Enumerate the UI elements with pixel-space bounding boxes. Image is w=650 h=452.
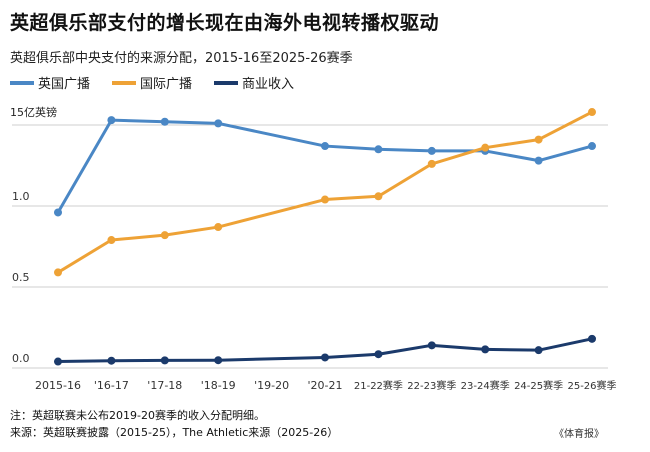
data-point-commercial xyxy=(481,345,490,354)
data-point-domestic xyxy=(107,116,116,125)
series-line-international xyxy=(537,110,594,142)
data-point-international xyxy=(588,108,596,117)
x-tick-label: 21-22赛季 xyxy=(354,379,403,392)
series-line-international xyxy=(483,138,541,150)
x-tick-label: 23-24赛季 xyxy=(461,379,510,392)
data-point-domestic xyxy=(54,208,62,217)
x-tick-label: '16-17 xyxy=(94,379,129,392)
series-line-commercial xyxy=(483,347,541,352)
data-point-domestic xyxy=(321,142,329,151)
chart-note: 注：英超联赛未公布2019-20赛季的收入分配明细。 xyxy=(10,409,265,422)
x-tick-label: 25-26赛季 xyxy=(567,379,616,392)
chart-title: 英超俱乐部支付的增长现在由海外电视转播权驱动 xyxy=(10,12,440,34)
series-line-domestic xyxy=(163,120,220,125)
data-point-international xyxy=(534,135,543,144)
series-line-international xyxy=(323,194,380,202)
x-tick-label: '20-21 xyxy=(308,379,343,392)
data-point-international xyxy=(54,268,62,277)
y-axis-unit-label: 15亿英镑 xyxy=(10,106,57,119)
series-line-international xyxy=(376,162,434,198)
x-tick-label: '19-20 xyxy=(254,379,289,392)
data-point-commercial xyxy=(54,357,62,366)
series-line-domestic xyxy=(56,118,113,214)
series-line-commercial xyxy=(376,343,434,356)
chart-source: 来源：英超联赛披露（2015-25），The Athletic来源（2025-2… xyxy=(10,426,339,439)
data-point-domestic xyxy=(534,156,543,165)
series-line-international xyxy=(109,233,167,242)
x-tick-label: 24-25赛季 xyxy=(514,379,563,392)
data-point-domestic xyxy=(214,119,223,128)
data-point-commercial xyxy=(534,346,543,355)
x-tick-label: '17-18 xyxy=(147,379,182,392)
legend-label-domestic: 英国广播 xyxy=(38,77,91,92)
series-line-domestic xyxy=(323,144,380,151)
data-point-domestic xyxy=(160,117,169,126)
data-point-commercial xyxy=(427,341,436,350)
data-point-international xyxy=(107,236,116,245)
data-point-international xyxy=(321,195,329,204)
y-tick-label: 0.0 xyxy=(12,352,30,365)
series-line-international xyxy=(430,146,487,166)
series-line-domestic xyxy=(483,149,541,163)
legend-item-international: 国际广播 xyxy=(112,73,192,92)
data-point-commercial xyxy=(214,356,223,365)
legend-label-international: 国际广播 xyxy=(140,77,193,92)
chart-legend: 英国广播 国际广播 商业收入 xyxy=(10,73,316,92)
chart-subtitle: 英超俱乐部中央支付的来源分配，2015-16至2025-26赛季 xyxy=(10,51,353,66)
brand-mark: 《体育报》 xyxy=(554,429,604,440)
data-point-international xyxy=(481,143,490,152)
legend-item-commercial: 商业收入 xyxy=(214,73,294,92)
data-point-commercial xyxy=(374,350,383,359)
data-point-commercial xyxy=(160,356,169,365)
series-line-commercial xyxy=(216,355,327,362)
data-point-international xyxy=(214,223,223,232)
series-line-commercial xyxy=(56,359,113,364)
series-line-international xyxy=(56,238,113,274)
x-tick-label: 22-23赛季 xyxy=(407,379,456,392)
legend-label-commercial: 商业收入 xyxy=(242,77,295,92)
legend-swatch-international xyxy=(112,80,137,85)
x-tick-label: 2015-16 xyxy=(35,379,81,392)
series-line-commercial xyxy=(323,352,380,359)
series-line-international xyxy=(216,198,327,229)
series-line-domestic xyxy=(216,121,327,148)
y-tick-label: 1.0 xyxy=(12,190,30,203)
series-line-domestic xyxy=(537,144,594,163)
data-point-domestic xyxy=(588,142,596,151)
data-point-international xyxy=(160,231,169,240)
data-point-international xyxy=(374,192,383,201)
series-line-domestic xyxy=(376,147,434,153)
data-point-commercial xyxy=(107,356,116,365)
data-point-commercial xyxy=(588,334,596,343)
series-line-commercial xyxy=(537,337,594,352)
data-point-domestic xyxy=(427,146,436,155)
legend-swatch-commercial xyxy=(214,80,239,85)
series-line-commercial xyxy=(430,343,487,351)
data-point-domestic xyxy=(374,145,383,154)
series-line-domestic xyxy=(109,118,167,124)
series-line-international xyxy=(163,225,220,237)
data-point-international xyxy=(427,159,436,168)
y-tick-label: 0.5 xyxy=(12,271,30,284)
legend-swatch-domestic xyxy=(10,80,34,85)
data-point-commercial xyxy=(321,353,329,362)
legend-item-domestic: 英国广播 xyxy=(10,73,90,92)
x-tick-label: '18-19 xyxy=(201,379,236,392)
